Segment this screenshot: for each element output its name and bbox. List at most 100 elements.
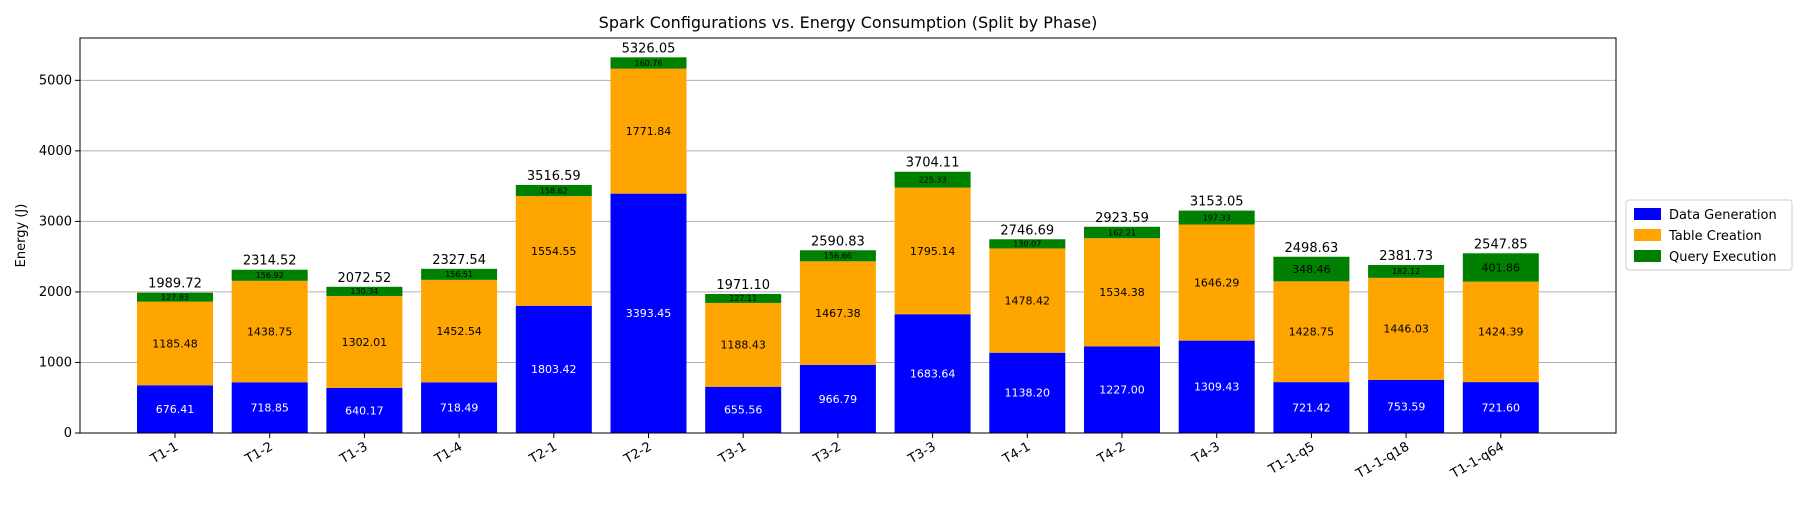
bar-segment: [1462, 253, 1539, 282]
segment-label: 718.85: [250, 401, 289, 414]
x-tick-label: T2-2: [621, 439, 655, 467]
bar-segment: [989, 248, 1066, 353]
segment-label: 1646.29: [1194, 276, 1240, 289]
segment-label: 3393.45: [626, 307, 672, 320]
bar-segment: [515, 305, 592, 433]
bar-segment: [231, 269, 308, 281]
legend-swatch: [1634, 208, 1661, 220]
segment-label: 1185.48: [152, 337, 198, 350]
plot-frame: [79, 37, 1617, 434]
bar-segment: [326, 296, 403, 388]
segment-label: 156.66: [824, 252, 852, 261]
segment-label: 1438.75: [247, 325, 293, 338]
bar-segment: [1178, 224, 1255, 341]
segment-label: 1467.38: [815, 307, 861, 320]
segment-label: 1227.00: [1099, 384, 1145, 397]
segment-label: 1771.84: [626, 125, 672, 138]
x-tick-label: T3-1: [716, 439, 750, 467]
x-tick-label: T1-1-q18: [1353, 439, 1412, 482]
bar-segment: [326, 286, 403, 297]
total-label: 2314.52: [243, 254, 297, 269]
bar-segment: [515, 184, 592, 197]
bar-segment: [421, 279, 498, 383]
segment-label: 1803.42: [531, 363, 577, 376]
segment-label: 655.56: [724, 404, 763, 417]
bar-segment: [1084, 238, 1160, 347]
total-label: 3153.05: [1190, 195, 1244, 210]
legend-box: [1625, 199, 1793, 271]
segment-label: 1446.03: [1383, 323, 1429, 336]
segment-label: 162.21: [1108, 228, 1136, 237]
bar-segment: [894, 187, 971, 315]
bar-segment: [610, 193, 687, 433]
segment-label: 130.07: [1013, 240, 1041, 249]
total-label: 2327.54: [432, 253, 486, 268]
total-label: 3516.59: [527, 169, 581, 184]
legend-label: Table Creation: [1668, 229, 1762, 244]
bar-segment: [799, 250, 876, 262]
bar-segment: [1084, 346, 1160, 433]
y-tick-label: 2000: [39, 285, 72, 300]
segment-label: 1452.54: [436, 325, 482, 338]
bar-segment: [137, 385, 213, 433]
segment-label: 966.79: [819, 393, 858, 406]
bar-segment: [231, 382, 308, 433]
total-label: 2590.83: [811, 234, 865, 249]
bar-segment: [894, 314, 971, 433]
legend-label: Query Execution: [1669, 250, 1776, 265]
segment-label: 1424.39: [1478, 326, 1524, 339]
x-tick-label: T3-3: [905, 439, 939, 467]
segment-label: 158.62: [540, 186, 568, 195]
x-tick-label: T2-1: [526, 439, 560, 467]
bar-segment: [705, 293, 782, 303]
segment-label: 1554.55: [531, 245, 577, 258]
y-tick-label: 1000: [39, 355, 72, 370]
y-tick-label: 3000: [39, 214, 72, 229]
segment-label: 1188.43: [720, 339, 766, 352]
bar-segment: [515, 196, 592, 306]
x-tick-label: T1-1: [147, 439, 181, 467]
bar-segment: [989, 352, 1066, 433]
x-tick-label: T4-1: [1000, 439, 1034, 467]
segment-label: 1478.42: [1005, 294, 1051, 307]
bar-segment: [1084, 226, 1160, 239]
bar-segment: [1368, 379, 1445, 433]
total-label: 2923.59: [1095, 211, 1149, 226]
segment-label: 160.76: [635, 59, 663, 68]
y-tick-label: 0: [64, 426, 72, 441]
segment-label: 721.60: [1482, 401, 1521, 414]
bar-segment: [326, 387, 403, 433]
bar-segment: [137, 301, 213, 386]
bar-segment: [989, 239, 1066, 249]
bar-segment: [610, 68, 687, 194]
bar-segment: [705, 302, 782, 387]
segment-label: 156.51: [445, 270, 473, 279]
total-label: 3704.11: [906, 156, 960, 171]
bar-segment: [1368, 277, 1445, 380]
segment-label: 1309.43: [1194, 381, 1240, 394]
segment-label: 197.33: [1203, 213, 1231, 222]
bar-segment: [137, 292, 213, 302]
x-tick-label: T1-3: [337, 439, 371, 467]
segment-label: 753.59: [1387, 400, 1426, 413]
legend-label: Data Generation: [1669, 208, 1777, 223]
bar-segment: [1273, 256, 1350, 282]
bar-segment: [1273, 382, 1350, 433]
segment-label: 348.46: [1292, 263, 1331, 276]
bar-segment: [421, 268, 498, 280]
bar-segment: [799, 261, 876, 365]
total-label: 2498.63: [1285, 241, 1339, 256]
x-axis: T1-1 T1-2 T1-3 T1-4 T2-1 T2-2 T3-1 T3-2 T3-3 T4-1…: [147, 433, 1507, 482]
segment-label: 401.86: [1482, 261, 1521, 274]
bar-segment: [231, 280, 308, 383]
y-tick-label: 4000: [39, 144, 72, 159]
total-label: 2746.69: [1000, 223, 1054, 238]
x-tick-label: T1-4: [431, 439, 465, 467]
x-tick-label: T1-1-q5: [1265, 439, 1317, 478]
legend-swatch: [1634, 229, 1661, 241]
bar-segment: [1462, 382, 1539, 433]
segment-label: 156.92: [256, 271, 284, 280]
bar-segment: [421, 382, 498, 433]
